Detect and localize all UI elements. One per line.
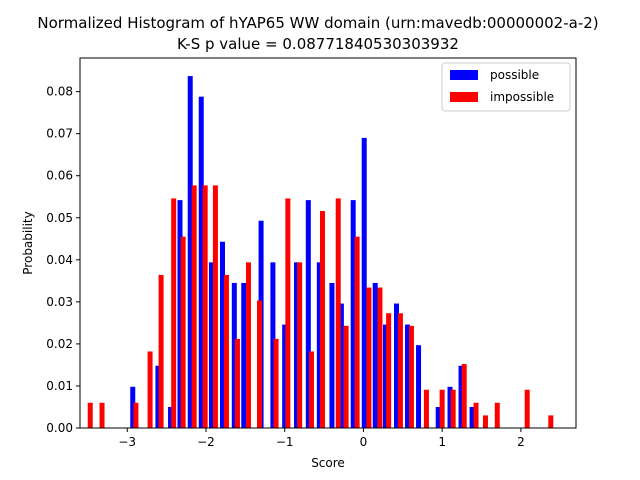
- bar-possible-22: [394, 303, 399, 428]
- bar-impossible-8: [202, 185, 208, 428]
- bar-impossible-7: [191, 185, 197, 428]
- bar-impossible-28: [439, 389, 445, 428]
- bar-impossible-22: [366, 287, 372, 428]
- bar-impossible-33: [494, 402, 500, 428]
- bar-possible-21: [382, 324, 388, 428]
- y-tick-label: 0.07: [46, 127, 73, 141]
- bar-impossible-27: [423, 389, 429, 428]
- x-tick-label: −2: [197, 435, 215, 449]
- bar-impossible-11: [234, 338, 240, 428]
- bar-possible-28: [469, 406, 475, 428]
- bar-impossible-30: [461, 364, 467, 428]
- bar-possible-5: [198, 96, 204, 429]
- bar-impossible-1: [99, 402, 105, 428]
- bar-impossible-15: [285, 198, 291, 428]
- bar-possible-1: [155, 365, 161, 428]
- bar-impossible-16: [297, 262, 303, 428]
- y-tick-label: 0.01: [46, 379, 73, 393]
- bar-possible-0: [130, 386, 136, 428]
- legend: possible impossible: [441, 62, 571, 112]
- bar-possible-8: [231, 282, 237, 428]
- bar-possible-16: [329, 282, 335, 428]
- y-tick-label: 0.03: [46, 295, 73, 309]
- bar-impossible-5: [171, 198, 177, 428]
- bar-possible-25: [435, 406, 441, 428]
- bar-possible-6: [208, 262, 214, 428]
- legend-label-possible: possible: [490, 68, 539, 82]
- bar-possible-23: [405, 324, 411, 428]
- bar-possible-3: [177, 200, 183, 428]
- y-tick-label: 0.00: [46, 421, 73, 435]
- bar-impossible-4: [158, 274, 164, 428]
- ticks-layer: −3 −2 −1 0 1 2 0.00 0.01 0.02 0.03 0.04 0.05 0.06 0.0…: [46, 85, 524, 449]
- bar-possible-15: [316, 262, 322, 428]
- bar-possible-20: [372, 282, 378, 428]
- bar-impossible-19: [335, 198, 341, 428]
- bar-impossible-14: [273, 338, 279, 428]
- bar-impossible-18: [319, 211, 325, 428]
- bar-impossible-13: [257, 300, 262, 428]
- bar-possible-27: [458, 365, 464, 428]
- y-axis-label: Probability: [21, 211, 35, 274]
- y-tick-label: 0.08: [46, 85, 73, 99]
- bar-possible-17: [338, 303, 344, 428]
- bar-impossible-35: [548, 415, 554, 428]
- bar-impossible-26: [408, 325, 414, 428]
- bar-possible-13: [294, 262, 300, 428]
- bar-possible-4: [187, 76, 193, 428]
- y-tick-label: 0.04: [46, 253, 73, 267]
- bar-possible-2: [168, 406, 174, 428]
- x-tick-label: 0: [360, 435, 368, 449]
- bars-layer: [87, 76, 554, 429]
- plot-frame: [79, 57, 577, 429]
- bar-impossible-9: [212, 185, 218, 428]
- bar-impossible-24: [386, 313, 392, 428]
- bar-impossible-20: [343, 325, 349, 428]
- bar-possible-14: [305, 200, 311, 428]
- bar-impossible-10: [223, 274, 229, 428]
- bar-impossible-29: [450, 389, 456, 428]
- x-tick-label: 2: [517, 435, 525, 449]
- bar-impossible-2: [133, 402, 139, 428]
- bar-possible-26: [447, 386, 453, 428]
- bar-possible-19: [361, 137, 367, 428]
- bar-impossible-21: [354, 236, 360, 428]
- x-tick-label: −1: [276, 435, 294, 449]
- x-axis-label: Score: [311, 456, 345, 470]
- bar-possible-24: [416, 345, 422, 428]
- bar-impossible-12: [245, 262, 251, 428]
- bar-impossible-31: [473, 402, 479, 428]
- y-tick-label: 0.06: [46, 169, 73, 183]
- bar-impossible-32: [482, 415, 488, 428]
- bar-possible-12: [282, 324, 288, 428]
- bar-possible-7: [220, 241, 225, 428]
- x-tick-label: −3: [118, 435, 136, 449]
- x-tick-label: 1: [438, 435, 446, 449]
- bar-impossible-3: [147, 351, 153, 428]
- bar-possible-18: [350, 200, 356, 428]
- y-tick-label: 0.05: [46, 211, 73, 225]
- bar-impossible-6: [180, 236, 186, 428]
- bar-possible-11: [270, 262, 276, 428]
- bar-impossible-25: [397, 313, 403, 428]
- legend-swatch-impossible: [450, 92, 478, 102]
- bar-impossible-23: [377, 287, 383, 428]
- bar-impossible-0: [87, 402, 93, 428]
- chart-subtitle: K-S p value = 0.08771840530303932: [177, 35, 459, 53]
- chart-title: Normalized Histogram of hYAP65 WW domain…: [37, 14, 598, 32]
- bar-impossible-17: [308, 351, 314, 428]
- y-tick-label: 0.02: [46, 337, 73, 351]
- legend-label-impossible: impossible: [490, 90, 554, 104]
- bar-possible-9: [241, 282, 247, 428]
- legend-swatch-possible: [450, 70, 478, 80]
- bar-impossible-34: [524, 389, 530, 428]
